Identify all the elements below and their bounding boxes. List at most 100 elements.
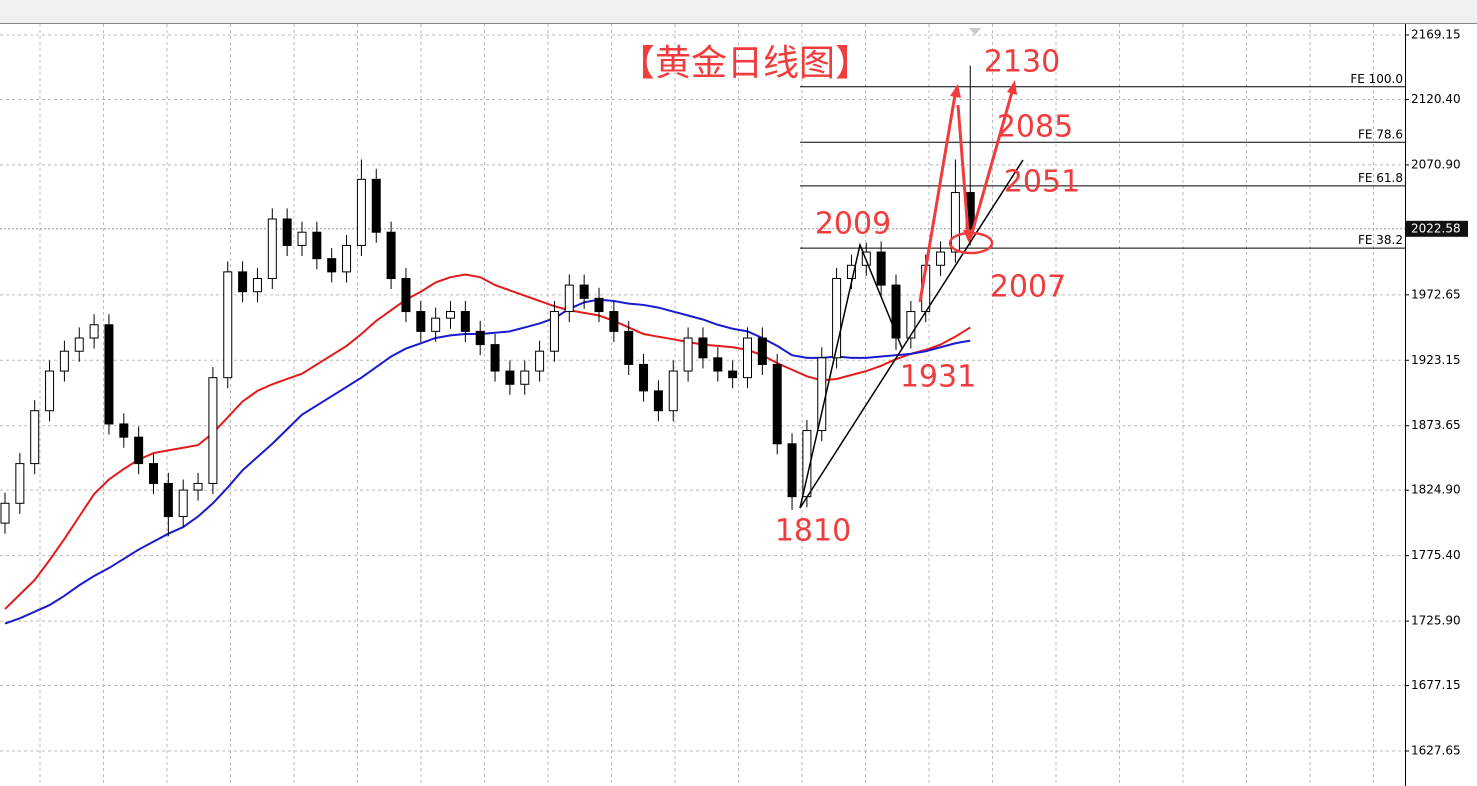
- candle-body: [74, 337, 84, 352]
- candle-body: [772, 363, 782, 445]
- candle-body: [356, 178, 366, 246]
- candle-body: [683, 337, 693, 372]
- candle-body: [936, 251, 946, 266]
- candle-body: [119, 423, 129, 438]
- price-annotation: 2130: [984, 45, 1060, 80]
- highlight-ellipse: [948, 231, 994, 255]
- fe-level-label: FE 100.0: [1350, 72, 1403, 86]
- candle-body: [906, 311, 916, 339]
- y-tick-label: 1677.15: [1411, 678, 1461, 692]
- candle-body: [639, 363, 649, 392]
- candle-body: [134, 436, 144, 465]
- candle-body: [668, 370, 678, 412]
- marks: [0, 65, 1405, 625]
- candle-body: [624, 330, 634, 365]
- candle-body: [416, 311, 426, 332]
- shift-marker: [969, 28, 981, 35]
- moving-average: [4, 273, 971, 610]
- candle-body: [832, 277, 842, 359]
- arrow-head: [1007, 80, 1017, 95]
- y-tick-label: 2169.15: [1411, 28, 1461, 42]
- candle-body: [713, 357, 723, 372]
- fe-level-label: FE 61.8: [1358, 171, 1403, 185]
- price-annotation: 2007: [990, 270, 1066, 305]
- candle-body: [386, 231, 396, 279]
- y-tick-label: 2120.40: [1411, 92, 1461, 106]
- candle-body: [609, 311, 619, 332]
- arrow-head: [950, 84, 961, 98]
- trendlines: [799, 159, 1024, 509]
- toolbar-strip: [0, 0, 1477, 23]
- wave-line: [799, 242, 903, 509]
- candle-body: [312, 231, 322, 260]
- arrow: [956, 104, 970, 233]
- candle-body: [297, 231, 307, 246]
- candle-body: [282, 218, 292, 246]
- y-tick-label: 1824.90: [1411, 483, 1461, 497]
- candle-body: [579, 284, 589, 299]
- candle-body: [0, 502, 10, 524]
- candle-body: [371, 178, 381, 233]
- candle-body: [193, 482, 203, 491]
- arrows: [918, 80, 1017, 303]
- arrow: [918, 94, 957, 303]
- y-tick-label: 1873.65: [1411, 418, 1461, 432]
- candle-body: [208, 377, 218, 484]
- candle-body: [846, 264, 856, 279]
- candle-body: [223, 271, 233, 379]
- candle-body: [535, 350, 545, 372]
- y-tick-label: 1775.40: [1411, 548, 1461, 562]
- y-tick-label: 2070.90: [1411, 157, 1461, 171]
- y-tick-label: 1627.65: [1411, 744, 1461, 758]
- candle-body: [653, 390, 663, 412]
- candle-body: [89, 324, 99, 339]
- candle-body: [564, 284, 574, 313]
- fe-level-label: FE 78.6: [1358, 127, 1403, 141]
- price-annotation: 2009: [815, 207, 891, 242]
- candle-body: [698, 337, 708, 359]
- y-tick-label: 1972.65: [1411, 287, 1461, 301]
- candle-body: [104, 324, 114, 425]
- candle-body: [15, 463, 25, 504]
- candle-body: [757, 337, 767, 365]
- candle-body: [787, 443, 797, 498]
- candle-body: [728, 370, 738, 379]
- candle-body: [950, 192, 960, 253]
- y-tick-label: 1923.15: [1411, 353, 1461, 367]
- candle-body: [342, 244, 352, 273]
- labels: 2169.15 2120.40 2070.90 1972.65 1923.15 1873.…: [619, 28, 1468, 758]
- arrow: [968, 91, 1014, 241]
- candle-body: [490, 344, 500, 372]
- candle-body: [817, 357, 827, 432]
- candle-body: [520, 370, 530, 385]
- candle-body: [446, 311, 455, 319]
- candle-body: [475, 330, 485, 346]
- candle-body: [401, 277, 411, 313]
- candle-body: [267, 218, 277, 279]
- candle-body: [59, 350, 69, 372]
- candle-body: [327, 258, 337, 273]
- candle-body: [163, 482, 173, 517]
- price-annotation: 2085: [997, 110, 1073, 145]
- candle-body: [149, 463, 158, 484]
- candle-body: [178, 489, 188, 517]
- current-price-label: 2022.58: [1411, 221, 1461, 235]
- fe-level-label: FE 38.2: [1358, 233, 1403, 247]
- candle-body: [460, 311, 470, 332]
- current-price-box: [1406, 220, 1468, 237]
- candle-body: [876, 251, 886, 286]
- y-tick-label: 1725.90: [1411, 614, 1461, 628]
- candle-body: [891, 284, 901, 339]
- candle-body: [238, 271, 248, 293]
- price-annotation: 1931: [900, 360, 976, 395]
- chart-title: 【黄金日线图】: [619, 43, 871, 84]
- candle-body: [743, 337, 752, 379]
- moving-average: [4, 298, 971, 625]
- candle-body: [30, 410, 40, 465]
- candle-body: [45, 370, 55, 412]
- price-annotation: 1810: [775, 514, 851, 549]
- candle-body: [252, 277, 262, 293]
- candle-body: [505, 370, 515, 385]
- price-annotation: 2051: [1004, 165, 1080, 200]
